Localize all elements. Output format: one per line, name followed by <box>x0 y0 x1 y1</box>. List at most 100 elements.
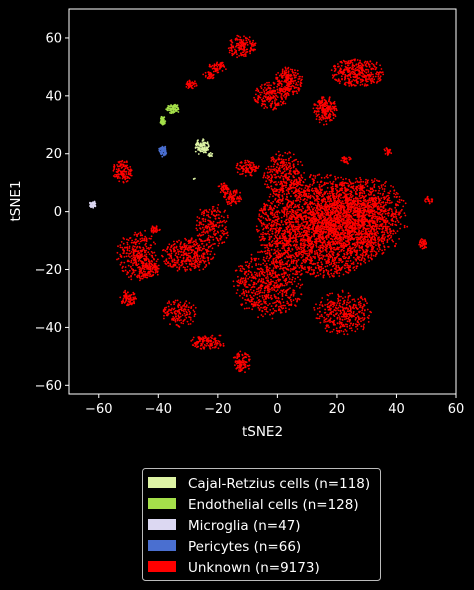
data-point <box>333 235 335 237</box>
data-point <box>349 224 352 227</box>
data-point <box>328 229 331 232</box>
data-point <box>251 276 254 279</box>
data-point <box>269 282 272 285</box>
data-point <box>299 198 302 201</box>
data-point <box>380 218 383 221</box>
data-point <box>384 213 387 215</box>
data-point <box>262 271 264 273</box>
data-point <box>336 302 339 304</box>
data-point <box>250 257 253 260</box>
data-point <box>312 225 315 228</box>
data-point <box>377 237 379 239</box>
data-point <box>343 196 346 198</box>
data-point <box>315 198 318 201</box>
data-point <box>275 242 277 245</box>
data-point <box>381 188 384 190</box>
data-point <box>330 186 333 189</box>
data-point <box>239 265 242 267</box>
data-point <box>315 246 318 248</box>
data-point <box>333 315 336 317</box>
data-point <box>255 264 257 267</box>
data-point <box>362 328 365 331</box>
data-point <box>343 333 346 336</box>
data-point <box>334 229 337 232</box>
data-point <box>356 222 358 225</box>
data-point <box>363 240 365 243</box>
data-point <box>275 301 277 303</box>
data-point <box>254 293 257 296</box>
data-point <box>304 193 307 196</box>
data-point <box>251 300 254 302</box>
data-point <box>351 225 354 228</box>
data-point <box>241 293 243 295</box>
data-point <box>348 222 351 225</box>
data-point <box>309 201 312 204</box>
data-point <box>340 202 343 204</box>
data-point <box>370 208 372 211</box>
data-point <box>290 213 293 215</box>
data-point <box>337 314 340 317</box>
data-point <box>262 235 265 238</box>
data-point <box>340 217 342 220</box>
data-point <box>269 296 272 299</box>
data-point <box>300 217 302 219</box>
data-point <box>306 195 308 198</box>
data-point <box>322 198 325 201</box>
data-point <box>340 311 343 314</box>
data-point <box>239 269 242 272</box>
data-point <box>280 259 283 261</box>
data-point <box>283 206 286 209</box>
data-point <box>270 224 273 227</box>
data-point <box>317 232 319 235</box>
data-point <box>262 233 264 236</box>
data-point <box>356 243 359 246</box>
data-point <box>262 315 264 318</box>
data-point <box>316 252 318 255</box>
data-point <box>364 229 367 232</box>
data-point <box>347 292 350 294</box>
data-point <box>398 196 401 198</box>
data-point <box>358 212 361 215</box>
data-point <box>343 205 345 208</box>
data-point <box>380 208 383 211</box>
data-point <box>394 206 397 209</box>
data-point <box>378 216 380 218</box>
data-point <box>345 260 348 262</box>
data-point <box>384 236 386 239</box>
data-point <box>260 303 262 306</box>
data-point <box>261 291 264 294</box>
data-point <box>253 305 255 307</box>
data-point <box>388 209 390 211</box>
data-point <box>282 304 285 307</box>
data-point <box>371 216 373 219</box>
data-point <box>315 231 318 234</box>
data-point <box>336 184 338 187</box>
data-point <box>300 242 302 245</box>
data-point <box>277 280 280 282</box>
data-point <box>326 228 329 231</box>
data-point <box>283 273 286 275</box>
data-point <box>311 219 314 221</box>
data-point <box>261 237 264 240</box>
data-point <box>184 266 186 269</box>
data-point <box>291 248 294 251</box>
data-point <box>309 194 312 197</box>
data-point <box>296 251 298 254</box>
data-point <box>327 223 329 225</box>
data-point <box>368 194 371 196</box>
data-point <box>361 256 364 259</box>
data-point <box>345 212 348 215</box>
data-point <box>252 298 255 300</box>
data-point <box>373 194 376 197</box>
data-point <box>276 206 279 209</box>
data-point <box>394 214 397 216</box>
data-point <box>380 197 383 200</box>
data-point <box>288 205 291 208</box>
data-point <box>355 177 358 180</box>
data-point <box>320 241 322 244</box>
data-point <box>332 328 335 331</box>
data-point <box>324 249 327 252</box>
data-point <box>404 202 407 205</box>
data-point <box>287 265 289 268</box>
data-point <box>317 214 320 217</box>
